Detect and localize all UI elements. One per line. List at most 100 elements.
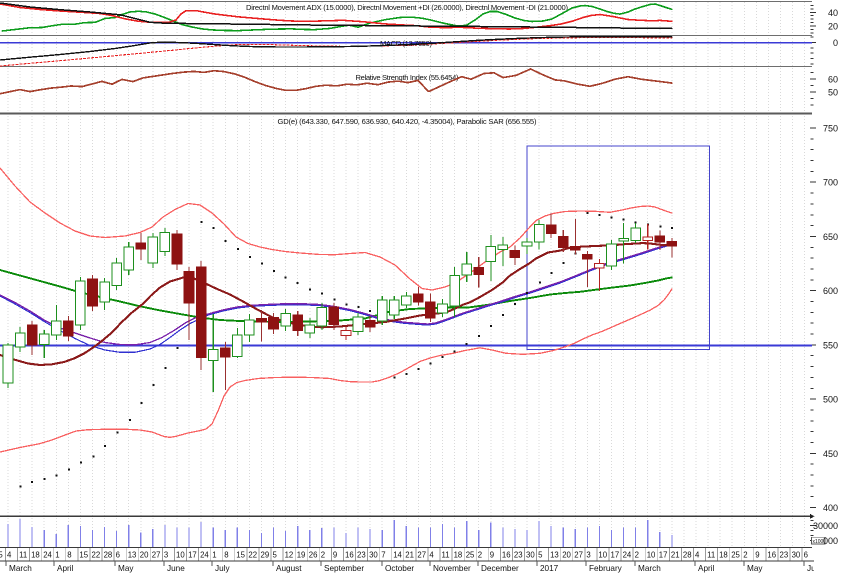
svg-text:2017: 2017	[540, 564, 559, 573]
svg-text:550: 550	[823, 340, 838, 350]
svg-text:21: 21	[671, 551, 680, 560]
svg-text:30: 30	[526, 551, 535, 560]
svg-text:50: 50	[828, 88, 838, 98]
svg-text:17: 17	[188, 551, 197, 560]
svg-text:March: March	[9, 564, 32, 573]
svg-text:13: 13	[128, 551, 137, 560]
svg-text:40: 40	[828, 8, 838, 18]
svg-text:750: 750	[823, 124, 838, 134]
svg-text:17: 17	[611, 551, 620, 560]
svg-text:July: July	[215, 564, 230, 573]
svg-text:April: April	[698, 564, 715, 573]
svg-text:26: 26	[309, 551, 318, 560]
svg-text:18: 18	[719, 551, 728, 560]
svg-text:7: 7	[381, 551, 385, 560]
svg-text:0: 0	[833, 38, 838, 48]
svg-text:16: 16	[767, 551, 776, 560]
svg-text:24: 24	[43, 551, 52, 560]
svg-text:23: 23	[514, 551, 523, 560]
svg-text:500: 500	[823, 395, 838, 405]
svg-text:27: 27	[152, 551, 161, 560]
svg-text:60: 60	[828, 75, 838, 85]
svg-text:24: 24	[623, 551, 632, 560]
svg-text:18: 18	[31, 551, 40, 560]
svg-text:October: October	[385, 564, 414, 573]
svg-text:2: 2	[321, 551, 325, 560]
svg-text:27: 27	[574, 551, 583, 560]
svg-text:3: 3	[586, 551, 590, 560]
svg-text:27: 27	[417, 551, 426, 560]
svg-text:June: June	[167, 564, 185, 573]
svg-text:x100: x100	[813, 539, 824, 545]
svg-text:February: February	[589, 564, 623, 573]
svg-text:15: 15	[236, 551, 245, 560]
svg-text:2: 2	[478, 551, 482, 560]
svg-text:13: 13	[550, 551, 559, 560]
svg-text:21: 21	[405, 551, 414, 560]
svg-text:20: 20	[828, 22, 838, 32]
svg-text:1: 1	[212, 551, 216, 560]
svg-text:600: 600	[823, 286, 838, 296]
svg-text:September: September	[324, 564, 364, 573]
svg-text:10: 10	[176, 551, 185, 560]
svg-text:10: 10	[598, 551, 607, 560]
svg-text:9: 9	[333, 551, 337, 560]
svg-text:14: 14	[393, 551, 402, 560]
svg-text:5: 5	[538, 551, 543, 560]
svg-text:4: 4	[429, 551, 434, 560]
svg-text:10: 10	[647, 551, 656, 560]
svg-text:8: 8	[67, 551, 71, 560]
svg-text:18: 18	[454, 551, 463, 560]
svg-text:16: 16	[502, 551, 511, 560]
svg-text:23: 23	[780, 551, 789, 560]
svg-text:4: 4	[695, 551, 700, 560]
svg-text:450: 450	[823, 449, 838, 459]
svg-text:400: 400	[823, 503, 838, 513]
svg-text:3: 3	[164, 551, 168, 560]
svg-text:19: 19	[297, 551, 306, 560]
svg-text:22: 22	[248, 551, 257, 560]
svg-text:16: 16	[345, 551, 354, 560]
svg-text:30000: 30000	[813, 521, 838, 531]
svg-text:23: 23	[357, 551, 366, 560]
svg-text:April: April	[57, 564, 74, 573]
svg-text:25: 25	[466, 551, 475, 560]
svg-text:11: 11	[19, 551, 27, 560]
svg-text:6: 6	[804, 551, 808, 560]
svg-text:700: 700	[823, 178, 838, 188]
svg-text:May: May	[747, 564, 763, 573]
svg-text:9: 9	[755, 551, 759, 560]
svg-text:25: 25	[0, 551, 3, 560]
svg-text:GD(e) (643.330, 647.590, 636.9: GD(e) (643.330, 647.590, 636.930, 640.42…	[278, 117, 537, 126]
svg-text:MACD (12.7650): MACD (12.7650)	[380, 39, 432, 48]
svg-text:12: 12	[285, 551, 294, 560]
svg-text:650: 650	[823, 232, 838, 242]
svg-text:11: 11	[442, 551, 450, 560]
svg-text:5: 5	[273, 551, 278, 560]
svg-text:9: 9	[490, 551, 494, 560]
svg-text:December: December	[481, 564, 519, 573]
svg-text:6: 6	[116, 551, 120, 560]
svg-text:May: May	[118, 564, 134, 573]
svg-text:8: 8	[224, 551, 228, 560]
svg-text:20: 20	[140, 551, 149, 560]
svg-text:15: 15	[79, 551, 88, 560]
svg-text:30: 30	[369, 551, 378, 560]
svg-text:2: 2	[635, 551, 639, 560]
svg-text:August: August	[276, 564, 302, 573]
svg-text:29: 29	[261, 551, 270, 560]
svg-text:March: March	[638, 564, 661, 573]
svg-text:20: 20	[562, 551, 571, 560]
svg-text:24: 24	[200, 551, 209, 560]
svg-text:22: 22	[92, 551, 101, 560]
svg-text:28: 28	[104, 551, 113, 560]
svg-text:000: 000	[823, 536, 838, 546]
svg-text:30: 30	[792, 551, 801, 560]
svg-text:Directnl Movement ADX (15.0000: Directnl Movement ADX (15.0000), Directn…	[246, 3, 568, 12]
svg-text:11: 11	[707, 551, 715, 560]
svg-text:4: 4	[7, 551, 12, 560]
svg-text:17: 17	[659, 551, 668, 560]
svg-text:2: 2	[743, 551, 747, 560]
svg-text:28: 28	[683, 551, 692, 560]
svg-text:November: November	[433, 564, 471, 573]
